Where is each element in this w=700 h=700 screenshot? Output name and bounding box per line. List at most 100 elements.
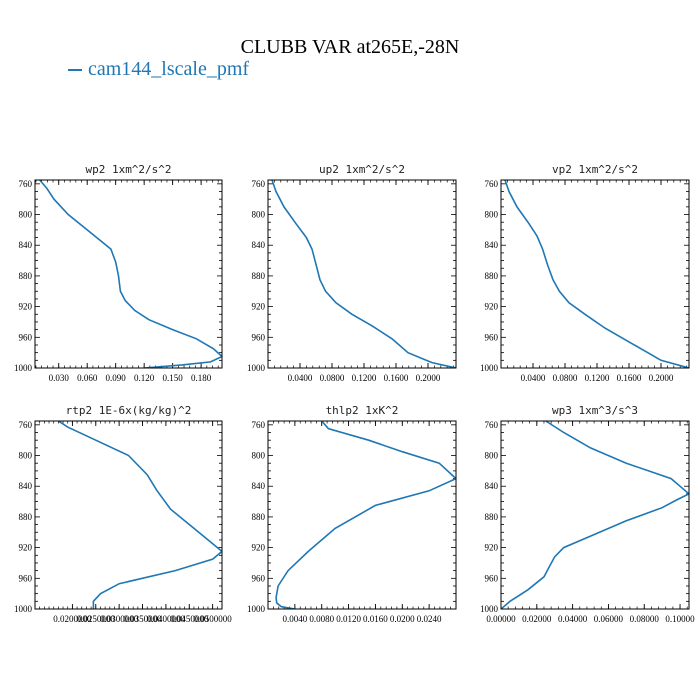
x-tick-label: 0.0240	[417, 614, 442, 624]
panel-2: vp2 1xm^2/s^2 760 800 840 880 920 960 1000 0.040…	[480, 163, 690, 383]
figure-title: CLUBB VAR at265E,-28N	[240, 36, 460, 58]
panel-title: wp2 1xm^2/s^2	[85, 163, 171, 176]
x-tick-label: 0.2000	[416, 373, 441, 383]
panel-frame	[267, 420, 457, 610]
y-tick-label: 920	[19, 302, 33, 312]
profile-line	[57, 421, 222, 609]
y-tick-label: 800	[19, 210, 33, 220]
x-tick-label: 0.08000	[630, 614, 660, 624]
y-tick-label: 920	[19, 543, 33, 553]
panel-frame	[34, 179, 223, 369]
y-tick-label: 920	[485, 543, 499, 553]
x-tick-label: 0.0160	[363, 614, 388, 624]
x-tick-label: 0.06000	[594, 614, 624, 624]
x-tick-label: 0.180	[191, 373, 212, 383]
x-tick-label: 0.0040	[282, 614, 307, 624]
panel-frame	[500, 420, 690, 610]
y-tick-label: 840	[252, 240, 266, 250]
y-tick-label: 760	[252, 179, 266, 189]
x-tick-label: 0.0450000	[170, 614, 209, 624]
y-tick-label: 760	[19, 179, 33, 189]
y-tick-label: 920	[252, 302, 266, 312]
x-tick-label: 0.120	[134, 373, 155, 383]
y-tick-label: 760	[485, 179, 499, 189]
x-tick-label: 0.060	[77, 373, 98, 383]
x-tick-label: 0.1200	[352, 373, 377, 383]
y-tick-label: 760	[252, 420, 266, 430]
y-tick-label: 960	[252, 573, 266, 583]
x-tick-label: 0.00000	[486, 614, 516, 624]
profile-line	[501, 421, 689, 609]
y-tick-label: 920	[485, 302, 499, 312]
panel-frame	[267, 179, 457, 369]
y-tick-label: 800	[19, 451, 33, 461]
legend: cam144_lscale_pmf	[68, 58, 249, 81]
panel-title: rtp2 1E-6x(kg/kg)^2	[66, 404, 192, 417]
x-tick-label: 0.02000	[522, 614, 552, 624]
y-tick-label: 800	[485, 210, 499, 220]
panel-frame	[500, 179, 690, 369]
x-tick-label: 0.0200000	[53, 614, 92, 624]
x-tick-label: 0.0400	[521, 373, 546, 383]
panel-title: wp3 1xm^3/s^3	[552, 404, 638, 417]
y-tick-label: 840	[19, 240, 33, 250]
y-tick-label: 880	[19, 512, 33, 522]
x-tick-label: 0.090	[106, 373, 127, 383]
x-tick-label: 0.0200	[390, 614, 415, 624]
x-tick-label: 0.04000	[558, 614, 588, 624]
panel-frame	[34, 420, 223, 610]
y-tick-label: 960	[485, 332, 499, 342]
y-tick-label: 880	[485, 271, 499, 281]
y-tick-label: 800	[252, 210, 266, 220]
x-tick-label: 0.1600	[617, 373, 642, 383]
y-tick-label: 1000	[480, 604, 499, 614]
y-tick-label: 800	[485, 451, 499, 461]
y-tick-label: 1000	[480, 363, 499, 373]
x-tick-label: 0.0250000	[77, 614, 116, 624]
y-tick-label: 760	[485, 420, 499, 430]
y-tick-label: 880	[19, 271, 33, 281]
y-tick-label: 880	[252, 271, 266, 281]
profile-line	[39, 180, 222, 368]
x-tick-label: 0.0500000	[194, 614, 233, 624]
legend-label: cam144_lscale_pmf	[88, 58, 250, 80]
y-tick-label: 960	[485, 573, 499, 583]
profile-line	[271, 180, 456, 368]
y-tick-label: 1000	[14, 604, 33, 614]
y-tick-label: 760	[19, 420, 33, 430]
y-tick-label: 1000	[247, 604, 266, 614]
y-tick-label: 920	[252, 543, 266, 553]
x-tick-label: 0.0400000	[147, 614, 186, 624]
y-tick-label: 1000	[14, 363, 33, 373]
panel-title: vp2 1xm^2/s^2	[552, 163, 638, 176]
legend-line-swatch	[68, 68, 82, 71]
profile-line	[275, 421, 456, 609]
y-tick-label: 1000	[247, 363, 266, 373]
y-tick-label: 800	[252, 451, 266, 461]
x-tick-label: 0.0080	[309, 614, 334, 624]
y-tick-label: 960	[19, 573, 33, 583]
y-tick-label: 840	[485, 240, 499, 250]
x-tick-label: 0.2000	[649, 373, 674, 383]
panel-0: wp2 1xm^2/s^2 760 800 840 880 920 960 1000 0.030…	[14, 163, 223, 383]
panel-1: up2 1xm^2/s^2 760 800 840 880 920 960 1000 0.040…	[247, 163, 457, 383]
panel-3: rtp2 1E-6x(kg/kg)^2 760 800 840 880 920 960 100…	[14, 404, 232, 624]
x-tick-label: 0.150	[163, 373, 184, 383]
y-tick-label: 880	[485, 512, 499, 522]
x-tick-label: 0.030	[49, 373, 70, 383]
panel-title: thlp2 1xK^2	[326, 404, 399, 417]
y-tick-label: 960	[252, 332, 266, 342]
y-tick-label: 880	[252, 512, 266, 522]
x-tick-label: 0.0350000	[123, 614, 162, 624]
x-tick-label: 0.10000	[665, 614, 695, 624]
y-tick-label: 840	[252, 481, 266, 491]
x-tick-label: 0.1600	[384, 373, 409, 383]
profile-line	[504, 180, 689, 368]
x-tick-label: 0.0800	[320, 373, 345, 383]
y-tick-label: 840	[485, 481, 499, 491]
y-tick-label: 840	[19, 481, 33, 491]
x-tick-label: 0.0120	[336, 614, 361, 624]
x-tick-label: 0.0300000	[100, 614, 139, 624]
